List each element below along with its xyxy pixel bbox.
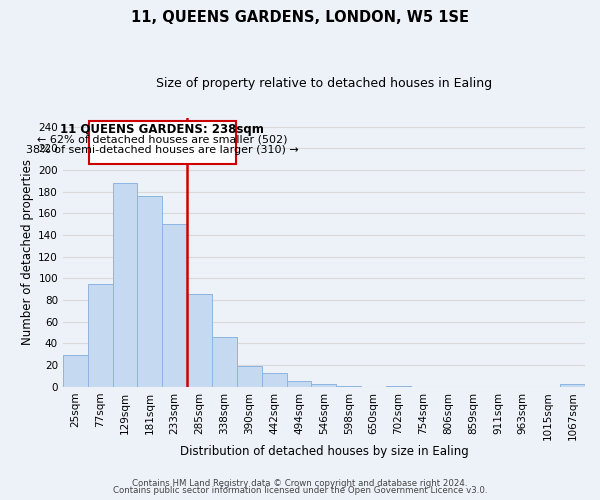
Bar (237, 366, 262, 387)
Bar (212, 337, 237, 387)
Text: 11, QUEENS GARDENS, LONDON, W5 1SE: 11, QUEENS GARDENS, LONDON, W5 1SE (131, 10, 469, 25)
Bar (137, 196, 162, 387)
Bar (311, 384, 337, 387)
Text: Contains public sector information licensed under the Open Government Licence v3: Contains public sector information licen… (113, 486, 487, 495)
Text: Contains HM Land Registry data © Crown copyright and database right 2024.: Contains HM Land Registry data © Crown c… (132, 478, 468, 488)
Text: 38% of semi-detached houses are larger (310) →: 38% of semi-detached houses are larger (… (26, 145, 299, 155)
Bar (386, 386, 411, 387)
Bar (560, 384, 585, 387)
Bar (88, 284, 113, 387)
Bar (113, 183, 137, 387)
FancyBboxPatch shape (89, 122, 236, 164)
Title: Size of property relative to detached houses in Ealing: Size of property relative to detached ho… (156, 78, 492, 90)
Text: 11 QUEENS GARDENS: 238sqm: 11 QUEENS GARDENS: 238sqm (61, 124, 264, 136)
Text: ← 62% of detached houses are smaller (502): ← 62% of detached houses are smaller (50… (37, 134, 287, 144)
Bar (63, 356, 88, 387)
Bar (337, 386, 361, 387)
Y-axis label: Number of detached properties: Number of detached properties (21, 160, 34, 346)
X-axis label: Distribution of detached houses by size in Ealing: Distribution of detached houses by size … (179, 444, 468, 458)
Bar (287, 382, 311, 387)
Bar (162, 224, 187, 387)
Bar (262, 373, 287, 387)
Bar (187, 294, 212, 387)
